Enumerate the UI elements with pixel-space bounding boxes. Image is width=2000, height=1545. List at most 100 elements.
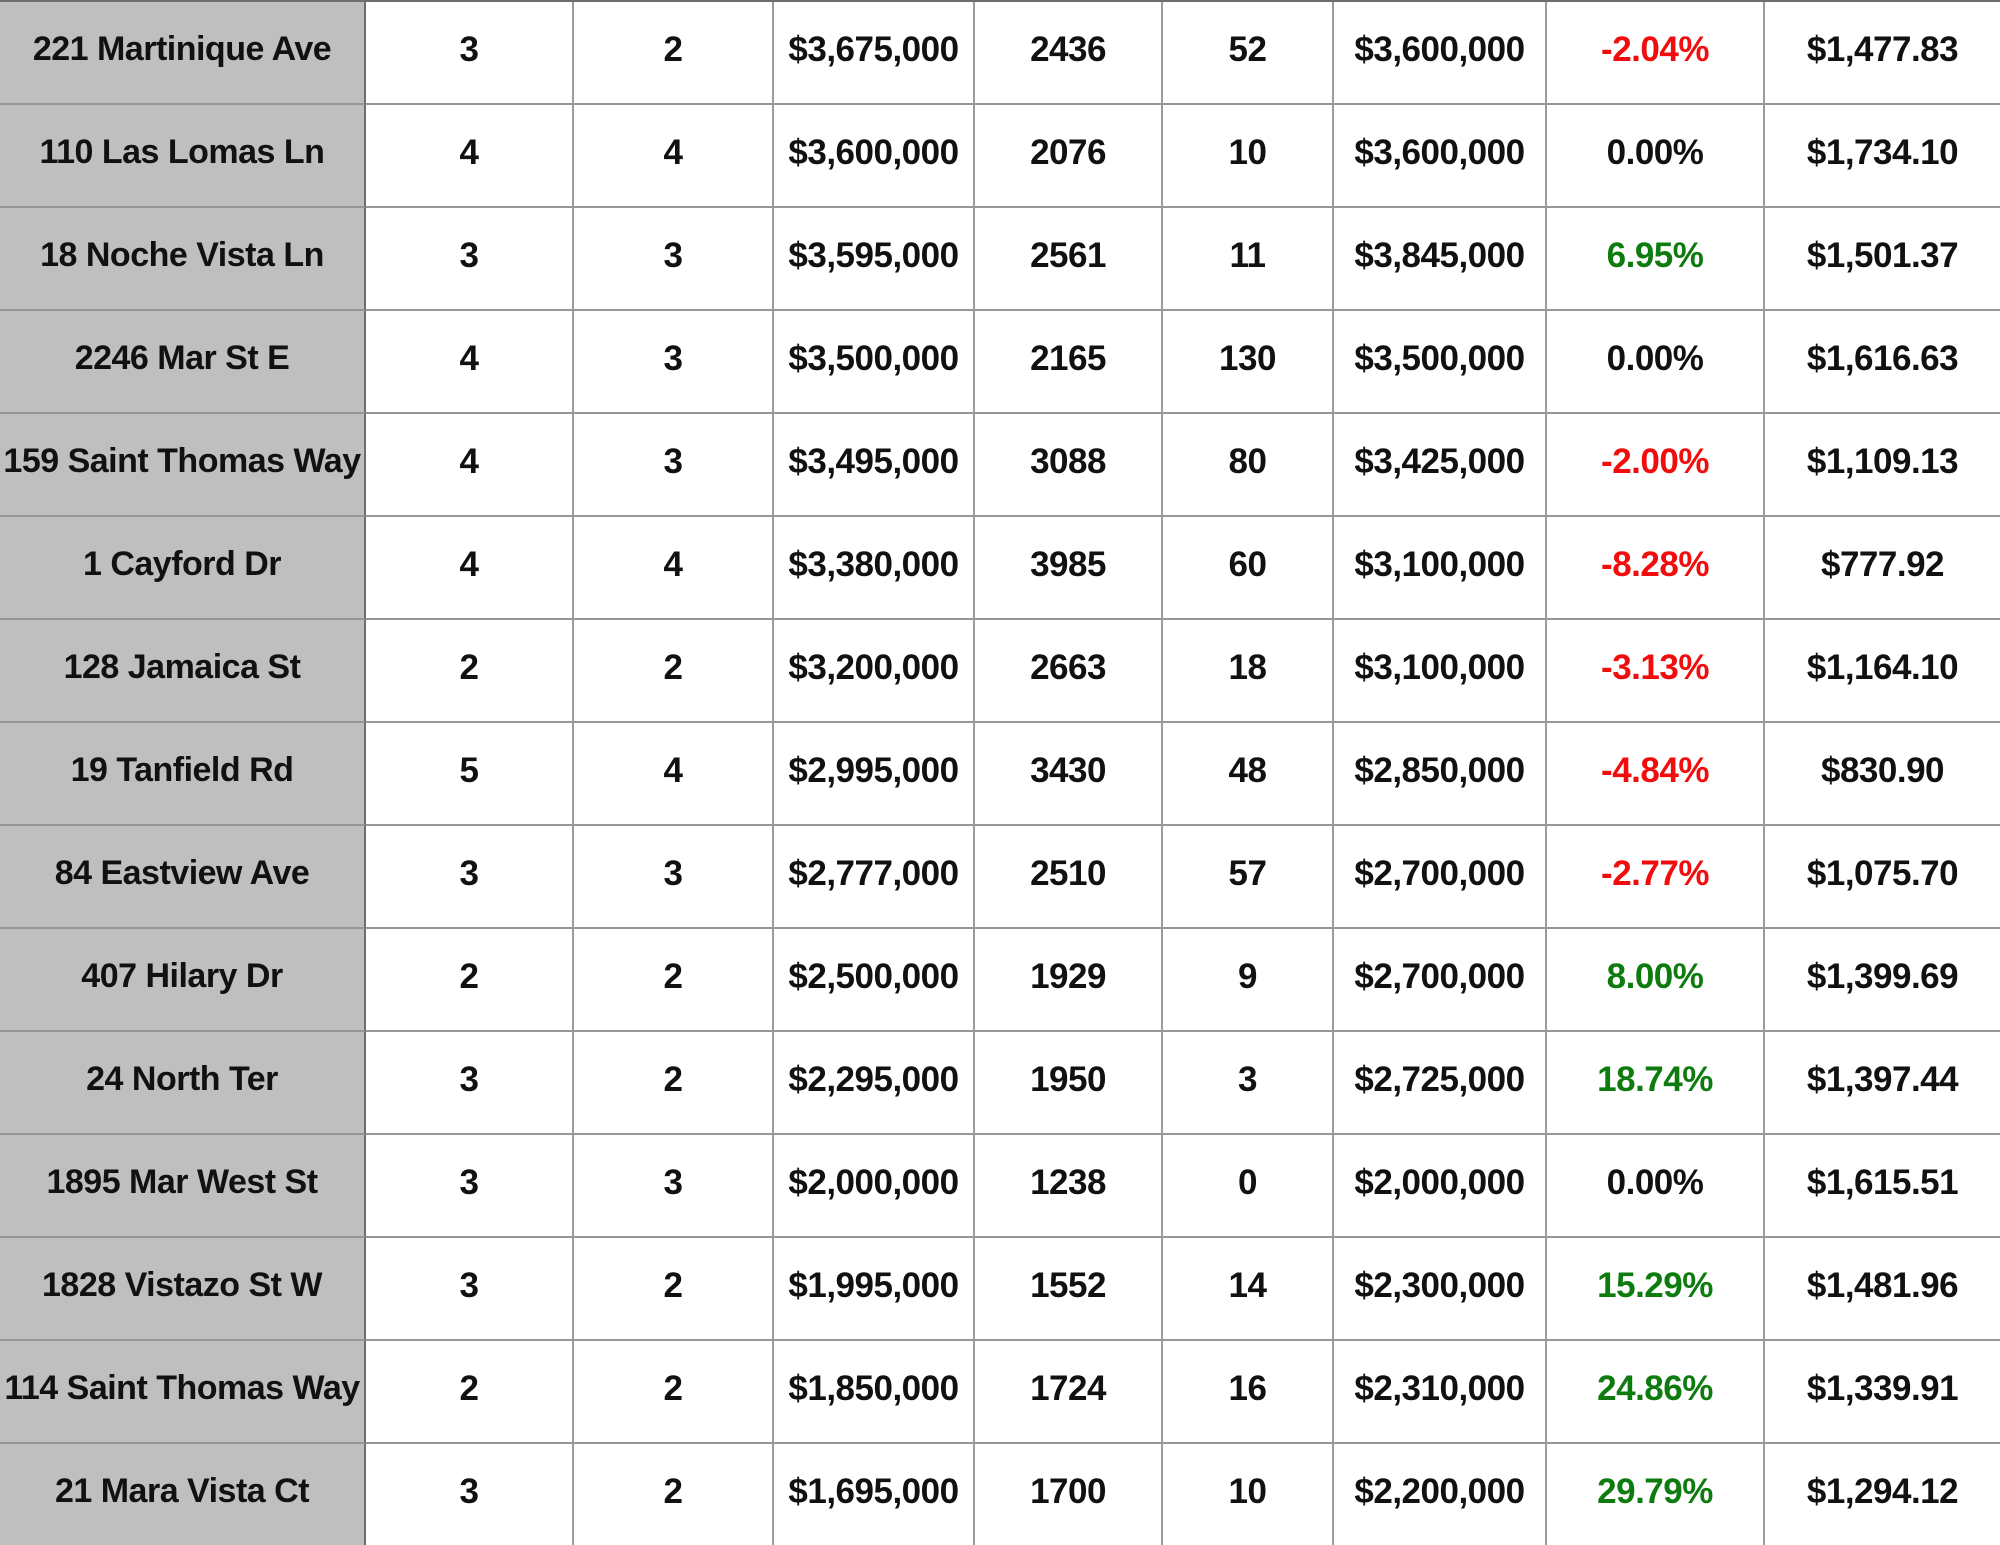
beds-cell[interactable]: 3 <box>366 1238 574 1341</box>
address-cell[interactable]: 24 North Ter <box>0 1032 366 1135</box>
sqft-cell[interactable]: 1552 <box>975 1238 1163 1341</box>
beds-cell[interactable]: 4 <box>366 311 574 414</box>
price-change-pct-cell[interactable]: 24.86% <box>1547 1341 1765 1444</box>
sold-price-cell[interactable]: $3,845,000 <box>1334 208 1547 311</box>
price-change-pct-cell[interactable]: -2.04% <box>1547 2 1765 105</box>
address-cell[interactable]: 1895 Mar West St <box>0 1135 366 1238</box>
address-cell[interactable]: 114 Saint Thomas Way <box>0 1341 366 1444</box>
list-price-cell[interactable]: $1,695,000 <box>774 1444 975 1545</box>
price-change-pct-cell[interactable]: 0.00% <box>1547 105 1765 208</box>
price-change-pct-cell[interactable]: 15.29% <box>1547 1238 1765 1341</box>
days-on-market-cell[interactable]: 10 <box>1163 105 1334 208</box>
price-per-sqft-cell[interactable]: $1,109.13 <box>1765 414 2000 517</box>
list-price-cell[interactable]: $3,380,000 <box>774 517 975 620</box>
list-price-cell[interactable]: $2,777,000 <box>774 826 975 929</box>
price-change-pct-cell[interactable]: -2.77% <box>1547 826 1765 929</box>
address-cell[interactable]: 1828 Vistazo St W <box>0 1238 366 1341</box>
sqft-cell[interactable]: 1700 <box>975 1444 1163 1545</box>
price-change-pct-cell[interactable]: 0.00% <box>1547 311 1765 414</box>
sold-price-cell[interactable]: $2,000,000 <box>1334 1135 1547 1238</box>
sold-price-cell[interactable]: $2,300,000 <box>1334 1238 1547 1341</box>
list-price-cell[interactable]: $2,995,000 <box>774 723 975 826</box>
price-change-pct-cell[interactable]: 0.00% <box>1547 1135 1765 1238</box>
sold-price-cell[interactable]: $3,500,000 <box>1334 311 1547 414</box>
price-per-sqft-cell[interactable]: $1,615.51 <box>1765 1135 2000 1238</box>
price-per-sqft-cell[interactable]: $777.92 <box>1765 517 2000 620</box>
days-on-market-cell[interactable]: 80 <box>1163 414 1334 517</box>
address-cell[interactable]: 1 Cayford Dr <box>0 517 366 620</box>
sold-price-cell[interactable]: $3,600,000 <box>1334 2 1547 105</box>
sold-price-cell[interactable]: $2,850,000 <box>1334 723 1547 826</box>
days-on-market-cell[interactable]: 0 <box>1163 1135 1334 1238</box>
sqft-cell[interactable]: 3088 <box>975 414 1163 517</box>
price-change-pct-cell[interactable]: -2.00% <box>1547 414 1765 517</box>
address-cell[interactable]: 159 Saint Thomas Way <box>0 414 366 517</box>
price-per-sqft-cell[interactable]: $1,164.10 <box>1765 620 2000 723</box>
list-price-cell[interactable]: $1,850,000 <box>774 1341 975 1444</box>
days-on-market-cell[interactable]: 130 <box>1163 311 1334 414</box>
days-on-market-cell[interactable]: 48 <box>1163 723 1334 826</box>
beds-cell[interactable]: 3 <box>366 1032 574 1135</box>
sqft-cell[interactable]: 1238 <box>975 1135 1163 1238</box>
days-on-market-cell[interactable]: 57 <box>1163 826 1334 929</box>
price-per-sqft-cell[interactable]: $1,339.91 <box>1765 1341 2000 1444</box>
beds-cell[interactable]: 3 <box>366 1444 574 1545</box>
sqft-cell[interactable]: 2561 <box>975 208 1163 311</box>
baths-cell[interactable]: 2 <box>574 2 774 105</box>
sold-price-cell[interactable]: $2,700,000 <box>1334 929 1547 1032</box>
price-change-pct-cell[interactable]: 18.74% <box>1547 1032 1765 1135</box>
price-per-sqft-cell[interactable]: $830.90 <box>1765 723 2000 826</box>
address-cell[interactable]: 21 Mara Vista Ct <box>0 1444 366 1545</box>
baths-cell[interactable]: 2 <box>574 1032 774 1135</box>
baths-cell[interactable]: 4 <box>574 723 774 826</box>
price-per-sqft-cell[interactable]: $1,294.12 <box>1765 1444 2000 1545</box>
sqft-cell[interactable]: 2165 <box>975 311 1163 414</box>
sold-price-cell[interactable]: $3,600,000 <box>1334 105 1547 208</box>
list-price-cell[interactable]: $1,995,000 <box>774 1238 975 1341</box>
price-change-pct-cell[interactable]: -8.28% <box>1547 517 1765 620</box>
sqft-cell[interactable]: 1929 <box>975 929 1163 1032</box>
price-per-sqft-cell[interactable]: $1,481.96 <box>1765 1238 2000 1341</box>
days-on-market-cell[interactable]: 52 <box>1163 2 1334 105</box>
sqft-cell[interactable]: 2663 <box>975 620 1163 723</box>
sqft-cell[interactable]: 1724 <box>975 1341 1163 1444</box>
list-price-cell[interactable]: $3,595,000 <box>774 208 975 311</box>
beds-cell[interactable]: 2 <box>366 620 574 723</box>
beds-cell[interactable]: 5 <box>366 723 574 826</box>
sold-price-cell[interactable]: $2,310,000 <box>1334 1341 1547 1444</box>
days-on-market-cell[interactable]: 11 <box>1163 208 1334 311</box>
days-on-market-cell[interactable]: 3 <box>1163 1032 1334 1135</box>
sold-price-cell[interactable]: $3,100,000 <box>1334 517 1547 620</box>
list-price-cell[interactable]: $3,500,000 <box>774 311 975 414</box>
baths-cell[interactable]: 2 <box>574 620 774 723</box>
price-per-sqft-cell[interactable]: $1,399.69 <box>1765 929 2000 1032</box>
price-change-pct-cell[interactable]: -3.13% <box>1547 620 1765 723</box>
days-on-market-cell[interactable]: 60 <box>1163 517 1334 620</box>
sold-price-cell[interactable]: $3,100,000 <box>1334 620 1547 723</box>
baths-cell[interactable]: 2 <box>574 1444 774 1545</box>
price-per-sqft-cell[interactable]: $1,616.63 <box>1765 311 2000 414</box>
list-price-cell[interactable]: $2,295,000 <box>774 1032 975 1135</box>
sold-price-cell[interactable]: $2,200,000 <box>1334 1444 1547 1545</box>
list-price-cell[interactable]: $3,600,000 <box>774 105 975 208</box>
baths-cell[interactable]: 2 <box>574 929 774 1032</box>
beds-cell[interactable]: 4 <box>366 517 574 620</box>
list-price-cell[interactable]: $2,000,000 <box>774 1135 975 1238</box>
days-on-market-cell[interactable]: 14 <box>1163 1238 1334 1341</box>
beds-cell[interactable]: 3 <box>366 2 574 105</box>
list-price-cell[interactable]: $2,500,000 <box>774 929 975 1032</box>
baths-cell[interactable]: 2 <box>574 1238 774 1341</box>
sqft-cell[interactable]: 2076 <box>975 105 1163 208</box>
price-change-pct-cell[interactable]: 29.79% <box>1547 1444 1765 1545</box>
baths-cell[interactable]: 4 <box>574 517 774 620</box>
days-on-market-cell[interactable]: 16 <box>1163 1341 1334 1444</box>
address-cell[interactable]: 19 Tanfield Rd <box>0 723 366 826</box>
baths-cell[interactable]: 2 <box>574 1341 774 1444</box>
sold-price-cell[interactable]: $2,700,000 <box>1334 826 1547 929</box>
address-cell[interactable]: 407 Hilary Dr <box>0 929 366 1032</box>
price-change-pct-cell[interactable]: 8.00% <box>1547 929 1765 1032</box>
beds-cell[interactable]: 3 <box>366 208 574 311</box>
beds-cell[interactable]: 4 <box>366 414 574 517</box>
address-cell[interactable]: 110 Las Lomas Ln <box>0 105 366 208</box>
price-per-sqft-cell[interactable]: $1,397.44 <box>1765 1032 2000 1135</box>
